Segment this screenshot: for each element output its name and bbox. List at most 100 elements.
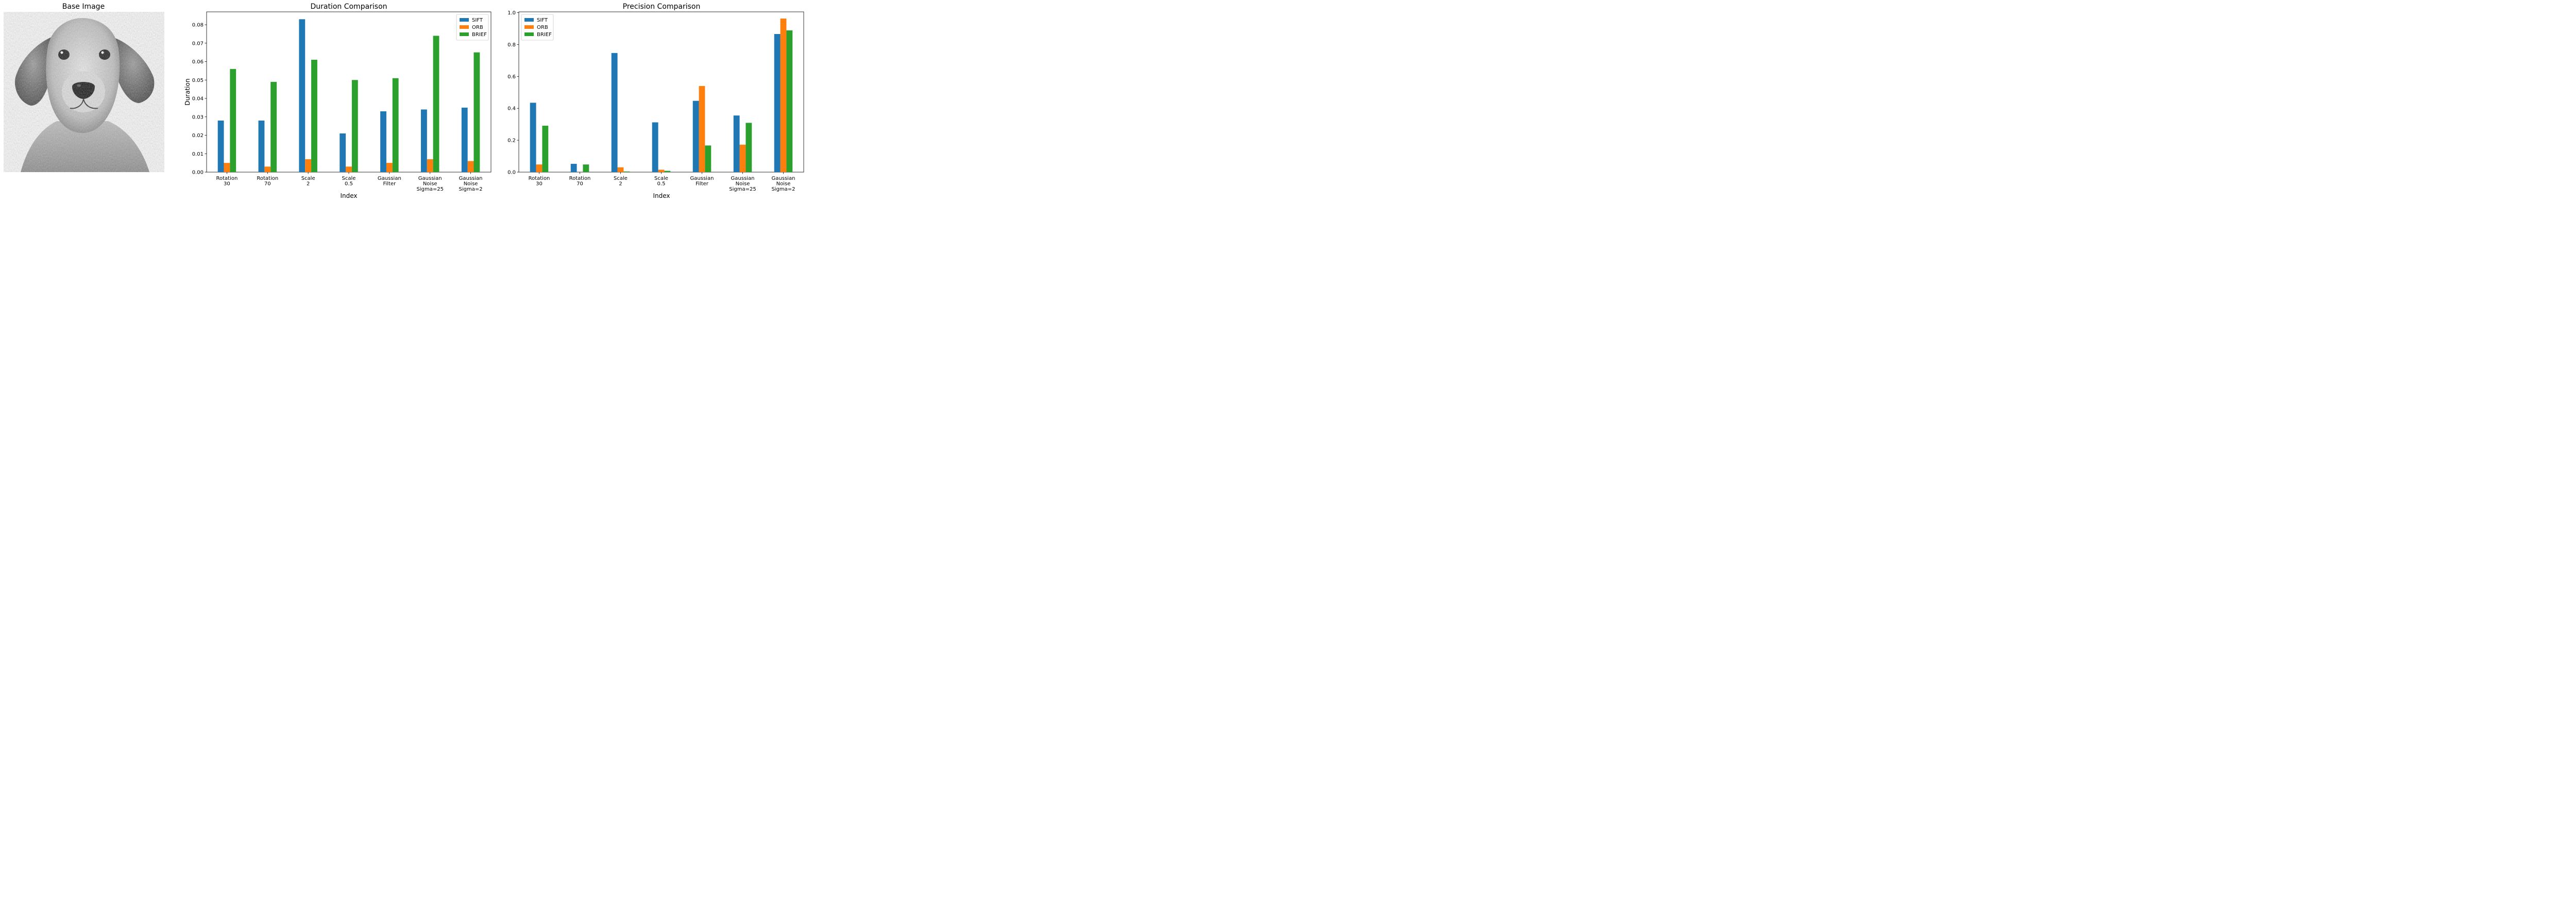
- duration-bar-sift: [299, 19, 306, 172]
- duration-legend-label-brief: BRIEF: [472, 32, 487, 38]
- duration-x-tick-label: Gaussian: [418, 176, 442, 181]
- precision-bar-brief: [583, 164, 589, 172]
- duration-bar-sift: [420, 109, 427, 172]
- precision-x-tick-label: Rotation: [529, 176, 550, 181]
- duration-x-tick-label: 30: [224, 181, 230, 187]
- precision-x-tick-label: 2: [619, 181, 622, 187]
- precision-bar-sift: [692, 100, 699, 172]
- duration-bar-orb: [467, 161, 474, 172]
- duration-y-tick-label: 0.05: [192, 78, 204, 83]
- duration-bar-brief: [311, 59, 317, 172]
- precision-x-axis-label: Index: [653, 192, 670, 199]
- precision-x-tick-label: Gaussian: [690, 176, 714, 181]
- precision-y-axis: 0.0 0.2 0.4 0.6 0.8 1.0: [507, 10, 519, 176]
- duration-bar-brief: [433, 36, 439, 173]
- duration-y-tick-label: 0.04: [192, 96, 204, 102]
- duration-bar-orb: [386, 163, 393, 172]
- precision-bar-brief: [705, 145, 711, 172]
- duration-bar-sift: [258, 120, 265, 172]
- duration-legend-swatch-orb: [460, 25, 469, 29]
- precision-y-tick-label: 0.4: [507, 106, 516, 112]
- duration-x-tick-label: Gaussian: [378, 176, 401, 181]
- precision-legend-label-brief: BRIEF: [537, 32, 552, 38]
- duration-y-tick-label: 0.06: [192, 59, 204, 65]
- duration-legend-label-orb: ORB: [472, 25, 483, 30]
- precision-legend-swatch-orb: [524, 25, 534, 29]
- duration-x-tick-label: Gaussian: [459, 176, 483, 181]
- duration-bar-brief: [392, 78, 399, 172]
- duration-legend-label-sift: SIFT: [472, 18, 483, 23]
- duration-bar-orb: [264, 166, 271, 172]
- duration-x-tick-label: Noise: [423, 181, 437, 187]
- duration-bar-sift: [461, 107, 468, 172]
- precision-bar-orb: [780, 18, 787, 173]
- duration-legend: SIFT ORB BRIEF: [456, 14, 489, 41]
- duration-x-tick-label: Scale: [342, 176, 356, 181]
- precision-bar-brief: [745, 123, 752, 172]
- precision-legend-swatch-brief: [524, 32, 534, 36]
- duration-chart: Duration Comparison 0.00 0.01 0.02 0.03 0.04…: [184, 3, 492, 199]
- precision-legend-swatch-sift: [524, 18, 534, 22]
- duration-bar-sift: [340, 133, 346, 172]
- precision-legend-label-orb: ORB: [537, 25, 548, 30]
- duration-bar-orb: [224, 163, 230, 172]
- precision-bars: [530, 18, 793, 173]
- duration-y-tick-label: 0.07: [192, 41, 204, 46]
- duration-legend-swatch-brief: [460, 32, 469, 36]
- precision-x-tick-label: Gaussian: [731, 176, 755, 181]
- precision-y-tick-label: 0.2: [507, 138, 516, 144]
- precision-y-tick-label: 0.6: [507, 74, 516, 80]
- precision-bar-brief: [786, 30, 793, 173]
- duration-x-axis-label: Index: [340, 192, 357, 199]
- duration-bar-orb: [427, 159, 433, 172]
- duration-bar-sift: [217, 120, 224, 172]
- precision-x-tick-label: 70: [577, 181, 583, 187]
- precision-bar-brief: [664, 171, 671, 172]
- precision-bar-orb: [536, 164, 543, 172]
- precision-x-tick-label: Scale: [654, 176, 668, 181]
- precision-y-tick-label: 0.0: [507, 170, 516, 176]
- precision-bar-sift: [652, 122, 658, 172]
- duration-bars: [217, 19, 480, 173]
- precision-legend: SIFT ORB BRIEF: [521, 14, 554, 41]
- precision-bar-sift: [530, 103, 536, 172]
- duration-x-tick-label: Rotation: [257, 176, 278, 181]
- duration-bar-brief: [473, 52, 480, 172]
- precision-chart: Precision Comparison 0.00.20.40.60.81.0 …: [507, 3, 804, 199]
- precision-legend-label-sift: SIFT: [537, 18, 548, 23]
- precision-bar-sift: [570, 163, 577, 172]
- duration-x-tick-label: Filter: [383, 181, 396, 187]
- precision-plot-frame: [518, 11, 804, 173]
- precision-x-tick-label: 30: [536, 181, 543, 187]
- precision-bar-orb: [617, 167, 624, 172]
- precision-x-tick-label: Sigma=25: [729, 187, 756, 192]
- precision-x-tick-label: Noise: [736, 181, 750, 187]
- duration-plot-frame: [206, 11, 492, 173]
- precision-x-tick-label: Rotation: [569, 176, 591, 181]
- duration-bar-sift: [380, 111, 386, 172]
- precision-bar-sift: [611, 53, 618, 172]
- precision-bar-sift: [733, 115, 740, 172]
- duration-x-axis: Rotation30Rotation70Scale2Scale0.5Gaussi…: [216, 172, 483, 192]
- precision-bar-orb: [699, 86, 705, 172]
- duration-x-tick-label: Sigma=2: [459, 187, 483, 192]
- duration-chart-title: Duration Comparison: [310, 3, 387, 11]
- duration-bar-brief: [351, 80, 358, 172]
- precision-bar-orb: [658, 170, 665, 172]
- dog-photo: [4, 12, 164, 172]
- duration-y-tick-label: 0.01: [192, 152, 204, 157]
- duration-bar-orb: [305, 159, 312, 172]
- base-image-title: Base Image: [62, 3, 105, 11]
- figure: Base Image: [4, 3, 804, 199]
- duration-x-tick-label: 2: [307, 181, 310, 187]
- precision-x-tick-label: Gaussian: [772, 176, 795, 181]
- duration-y-axis-label: Duration: [184, 78, 191, 105]
- precision-y-tick-label: 0.8: [507, 42, 516, 48]
- duration-y-tick-label: 0.02: [192, 133, 204, 139]
- duration-x-tick-label: Rotation: [216, 176, 238, 181]
- duration-bar-brief: [270, 81, 277, 172]
- precision-x-axis: Rotation30Rotation70Scale2Scale0.5Gaussi…: [529, 172, 795, 192]
- precision-x-tick-label: Filter: [696, 181, 709, 187]
- duration-legend-swatch-sift: [460, 18, 469, 22]
- duration-y-tick-label: 0.00: [192, 170, 204, 176]
